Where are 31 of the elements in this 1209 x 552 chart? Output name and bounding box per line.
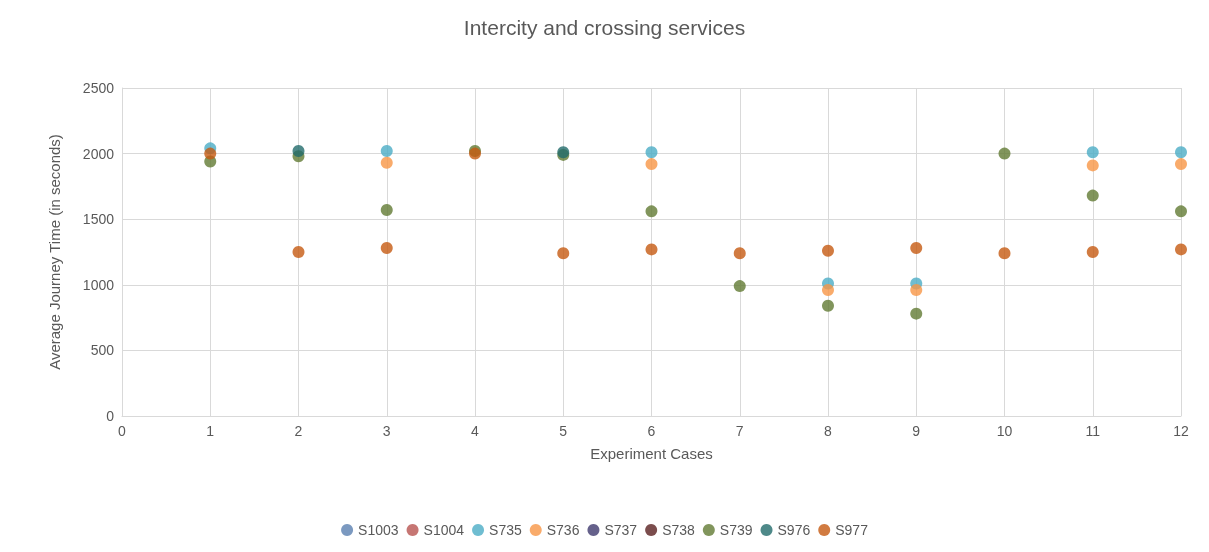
legend-label: S739 — [719, 522, 753, 538]
legend-label: S737 — [604, 522, 638, 538]
y-tick-label: 2000 — [82, 145, 115, 162]
legend-label: S738 — [662, 522, 696, 538]
legend-label: S976 — [777, 522, 811, 538]
x-tick-label: 2 — [294, 423, 303, 439]
y-tick-label: 0 — [106, 408, 115, 424]
x-tick-label: 3 — [382, 423, 391, 439]
legend-label: S1003 — [358, 522, 399, 538]
x-tick-label: 12 — [1173, 423, 1189, 439]
x-tick-label: 0 — [118, 423, 127, 439]
y-tick-label: 1000 — [82, 276, 115, 293]
y-tick-label: 2500 — [82, 80, 115, 96]
legend-label: S736 — [546, 522, 580, 538]
x-tick-label: 5 — [559, 423, 568, 439]
legend-label: S735 — [489, 522, 522, 538]
y-tick-label: 1500 — [82, 211, 115, 228]
x-axis-title: Experiment Cases — [590, 445, 713, 462]
chart-title: Intercity and crossing services — [463, 16, 746, 39]
y-tick-label: 500 — [90, 342, 115, 359]
y-axis-title: Average Journey Time (in seconds) — [46, 134, 63, 370]
x-tick-label: 7 — [735, 423, 744, 439]
x-tick-label: 10 — [996, 423, 1013, 439]
x-tick-label: 11 — [1085, 423, 1101, 439]
x-tick-label: 1 — [206, 423, 215, 439]
x-tick-label: 9 — [912, 423, 921, 439]
legend-label: S1004 — [423, 522, 465, 538]
x-tick-label: 6 — [647, 423, 656, 439]
legend-label: S977 — [835, 522, 869, 538]
x-tick-label: 8 — [824, 423, 833, 439]
x-tick-label: 4 — [471, 423, 480, 439]
